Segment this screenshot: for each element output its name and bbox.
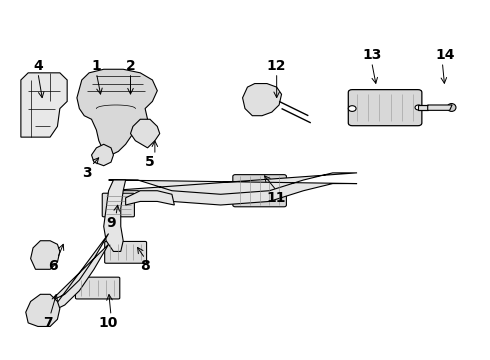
Text: 3: 3 (82, 166, 92, 180)
Text: 12: 12 (267, 59, 287, 73)
Text: 6: 6 (48, 259, 57, 273)
Bar (418, 105, 428, 111)
Polygon shape (30, 241, 60, 269)
FancyBboxPatch shape (233, 175, 287, 207)
Polygon shape (50, 234, 109, 312)
Polygon shape (130, 119, 160, 148)
Text: 13: 13 (362, 48, 381, 62)
Text: 11: 11 (267, 191, 287, 205)
Polygon shape (243, 84, 282, 116)
Polygon shape (109, 173, 357, 205)
Polygon shape (26, 294, 60, 327)
Text: 14: 14 (435, 48, 455, 62)
Polygon shape (104, 180, 125, 251)
Circle shape (348, 106, 356, 111)
Text: 10: 10 (99, 316, 118, 330)
Circle shape (415, 105, 422, 110)
Text: 9: 9 (106, 216, 116, 230)
FancyBboxPatch shape (75, 277, 120, 299)
Polygon shape (77, 69, 157, 155)
FancyBboxPatch shape (348, 90, 422, 126)
Polygon shape (21, 73, 67, 137)
Text: 5: 5 (145, 155, 155, 169)
Text: 4: 4 (33, 59, 43, 73)
Polygon shape (92, 144, 114, 166)
Text: 1: 1 (92, 59, 101, 73)
FancyBboxPatch shape (105, 242, 147, 263)
FancyBboxPatch shape (102, 193, 134, 217)
Polygon shape (428, 105, 452, 111)
Text: 2: 2 (125, 59, 135, 73)
Circle shape (35, 309, 45, 316)
Text: 8: 8 (140, 259, 150, 273)
Polygon shape (125, 191, 174, 205)
Ellipse shape (447, 104, 456, 111)
Text: 7: 7 (43, 316, 52, 330)
